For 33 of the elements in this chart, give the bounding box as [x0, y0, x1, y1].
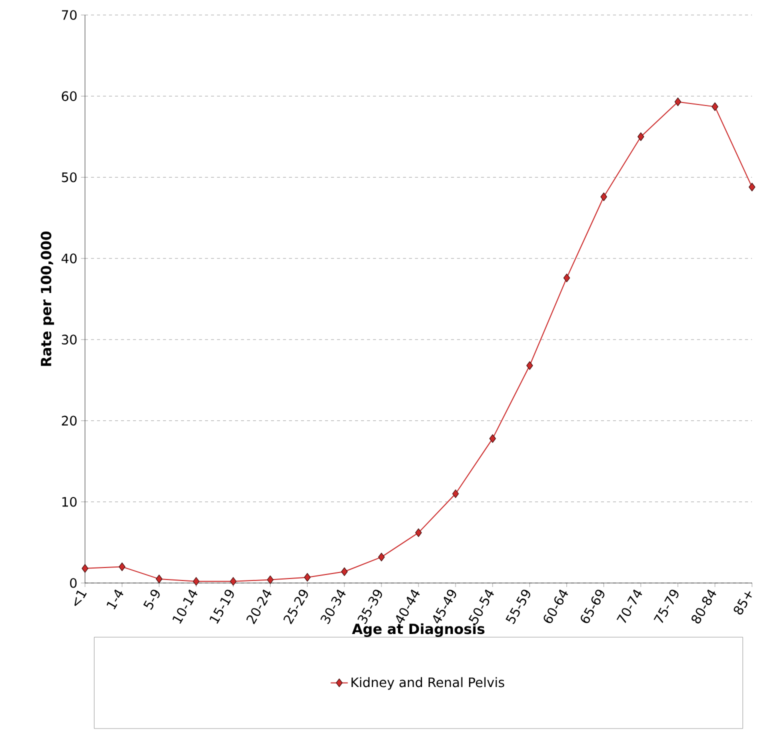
y-tick-label: 60	[62, 91, 77, 102]
point	[452, 489, 459, 498]
x-tick-label: 1-4	[106, 589, 124, 610]
point	[415, 528, 422, 537]
point	[192, 577, 200, 586]
point	[230, 577, 237, 586]
point	[674, 98, 682, 106]
point	[378, 552, 385, 562]
y-tick-label: 40	[62, 254, 77, 264]
point	[341, 567, 348, 576]
y-tick-label: 30	[62, 334, 77, 344]
y-tick-label: 10	[62, 496, 77, 507]
y-tick-label: 50	[62, 172, 77, 182]
point	[600, 192, 608, 202]
x-tick-label: 5-9	[143, 590, 160, 610]
point	[526, 361, 533, 370]
y-axis-title: Rate per 100,000	[40, 231, 54, 366]
point	[266, 575, 274, 584]
legend-label: Kidney and Renal Pelvis	[352, 677, 504, 690]
y-tick-label: 70	[62, 10, 77, 20]
point	[638, 132, 644, 142]
point	[748, 182, 756, 192]
point	[82, 564, 88, 573]
point	[712, 102, 718, 111]
point	[563, 274, 570, 282]
x-axis-title: Age at Diagnosis	[352, 623, 484, 637]
point	[489, 434, 496, 443]
y-tick-label: 20	[62, 416, 77, 426]
point	[156, 574, 162, 584]
point	[304, 573, 311, 582]
y-tick-label: 0	[70, 578, 77, 588]
x-tick-label: <1	[74, 590, 87, 606]
point	[118, 562, 126, 572]
